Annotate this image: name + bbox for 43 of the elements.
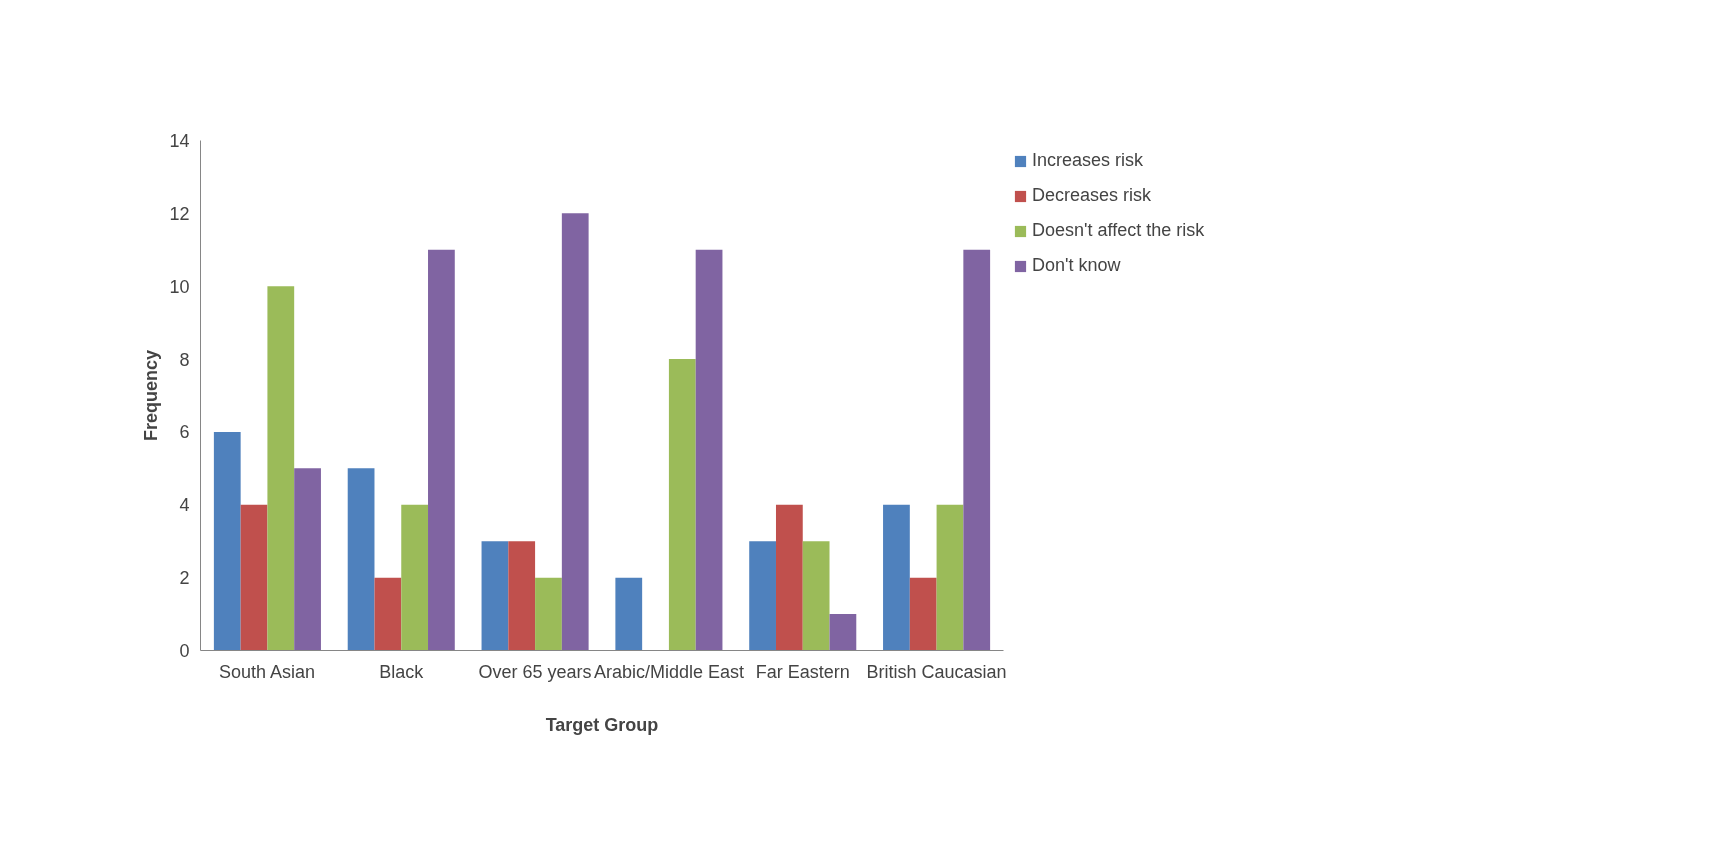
bar xyxy=(213,431,241,651)
bar xyxy=(347,468,375,651)
bar xyxy=(508,541,536,651)
bar xyxy=(909,577,937,651)
bar xyxy=(668,359,696,651)
legend-label: Doesn't affect the risk xyxy=(1032,220,1205,241)
bar xyxy=(829,614,857,651)
bar xyxy=(294,468,321,651)
y-tick-label: 2 xyxy=(179,568,190,589)
y-tick-label: 14 xyxy=(169,131,190,151)
bar xyxy=(401,504,429,651)
bar xyxy=(240,504,268,651)
bar xyxy=(374,577,402,651)
x-tick-label: Far Eastern xyxy=(755,661,850,682)
bar xyxy=(267,286,295,651)
bar xyxy=(615,577,643,651)
bar xyxy=(749,541,776,651)
legend-label: Decreases risk xyxy=(1032,185,1152,206)
y-tick-label: 10 xyxy=(169,276,190,297)
bar xyxy=(802,541,830,651)
y-tick-label: 0 xyxy=(179,641,190,661)
x-tick-label: British Caucasian xyxy=(866,661,1007,682)
bar xyxy=(963,249,991,651)
x-axis-title: Target Group xyxy=(545,714,659,735)
bar xyxy=(695,249,723,651)
y-tick-label: 8 xyxy=(179,349,190,370)
y-tick-label: 12 xyxy=(169,203,190,224)
bar xyxy=(535,577,562,651)
legend-label: Don't know xyxy=(1032,255,1121,276)
bar xyxy=(775,504,803,651)
y-tick-label: 6 xyxy=(179,422,190,443)
y-tick-label: 4 xyxy=(179,495,190,516)
y-axis-title: Frequency xyxy=(141,349,162,442)
x-tick-label: South Asian xyxy=(218,661,315,682)
x-tick-label: Over 65 years xyxy=(478,661,592,682)
x-tick-label: Arabic/Middle East xyxy=(593,661,744,682)
bar xyxy=(883,504,910,651)
legend-label: Increases risk xyxy=(1032,150,1144,171)
x-tick-label: Black xyxy=(379,661,425,682)
bar xyxy=(561,213,589,651)
bar xyxy=(428,249,455,651)
bar xyxy=(481,541,509,651)
bar xyxy=(936,504,964,651)
